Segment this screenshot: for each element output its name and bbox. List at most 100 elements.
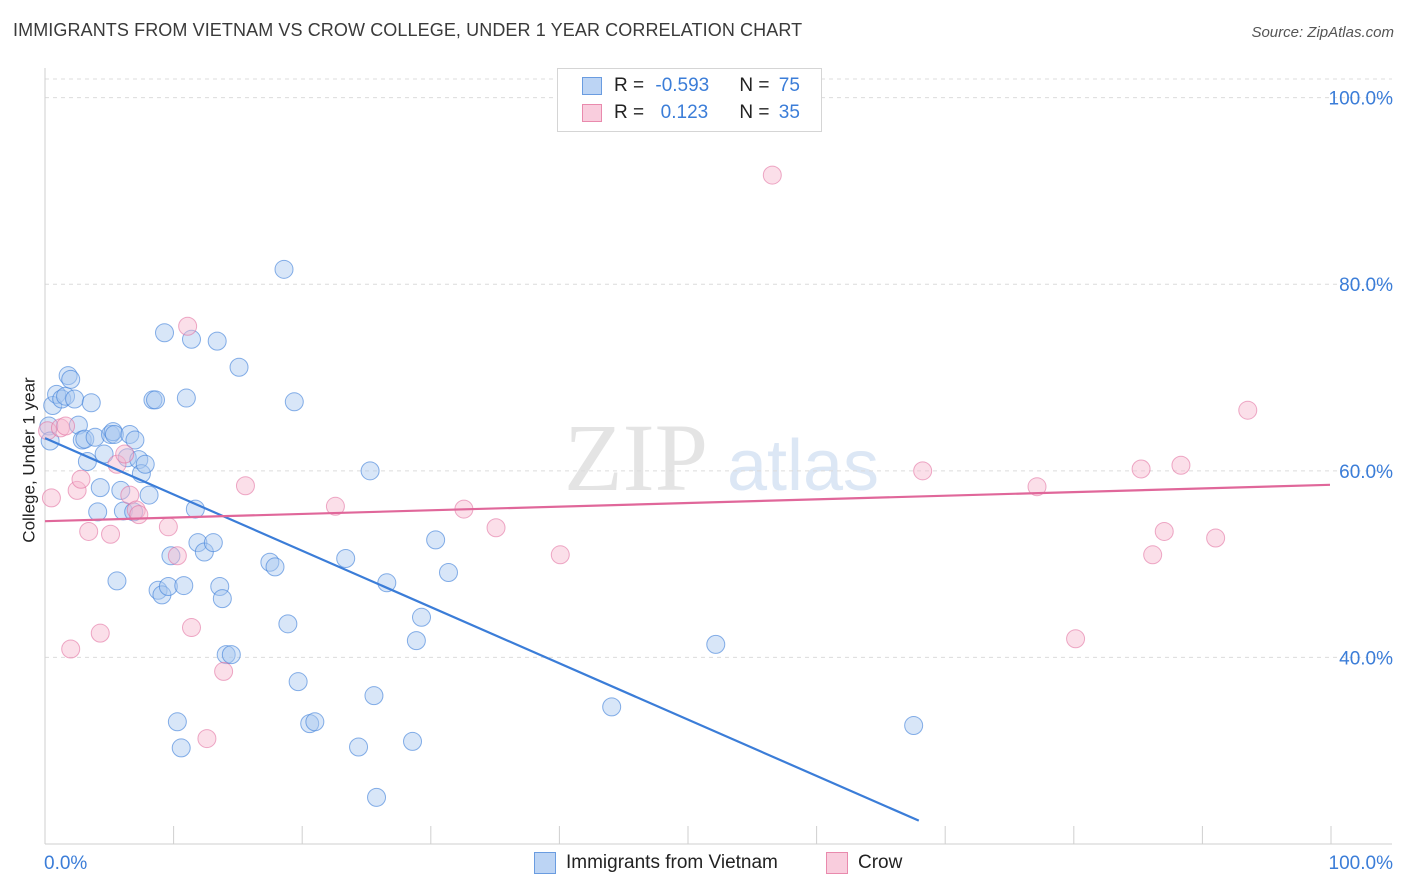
point-vietnam (229, 357, 249, 377)
point-vietnam (61, 369, 81, 389)
point-vietnam (155, 323, 175, 343)
point-vietnam (265, 557, 285, 577)
point-crow (67, 480, 87, 500)
legend-r-label-2: R = (614, 102, 650, 123)
point-crow (178, 316, 198, 336)
point-crow (486, 518, 506, 538)
point-vietnam (602, 697, 622, 717)
legend-r-label-1: R = (614, 75, 650, 96)
legend-swatch-pink (582, 104, 602, 122)
point-vietnam (203, 533, 223, 553)
legend-n-value-2: 35 (778, 102, 800, 123)
point-crow (181, 618, 201, 638)
point-crow (101, 524, 121, 544)
point-crow (1206, 528, 1226, 548)
y-tick-label-100: 100.0% (1329, 89, 1394, 110)
legend-row-vietnam: R = -0.593 N = 75 (582, 73, 800, 99)
point-vietnam (288, 672, 308, 692)
point-vietnam (117, 448, 137, 468)
point-vietnam (438, 563, 458, 583)
legend-row-crow: R = 0.123 N = 35 (582, 100, 800, 126)
point-vietnam (104, 424, 124, 444)
point-vietnam (125, 430, 145, 450)
point-crow (762, 165, 782, 185)
point-vietnam (274, 259, 294, 279)
bottom-legend-vietnam: Immigrants from Vietnam (534, 852, 778, 874)
point-crow (41, 488, 61, 508)
trendline-vietnam (44, 437, 920, 822)
point-vietnam (426, 530, 446, 550)
watermark-atlas: atlas (727, 426, 879, 506)
point-crow (325, 496, 345, 516)
point-vietnam (88, 502, 108, 522)
bottom-legend: Immigrants from Vietnam Crow (0, 852, 1406, 878)
point-crow (1131, 459, 1151, 479)
point-vietnam (135, 454, 155, 474)
legend-n-label-2: N = (739, 102, 775, 123)
point-vietnam (336, 549, 356, 569)
point-vietnam (212, 589, 232, 609)
point-vietnam (305, 712, 325, 732)
bottom-legend-label-crow: Crow (858, 852, 903, 873)
y-tick-label-80: 80.0% (1339, 275, 1393, 296)
legend-r-value-1: -0.593 (655, 75, 710, 96)
point-vietnam (81, 393, 101, 413)
point-vietnam (90, 478, 110, 498)
point-crow (115, 444, 135, 464)
watermark: ZIP atlas (564, 404, 879, 511)
y-tick-label-40: 40.0% (1339, 648, 1393, 669)
point-vietnam (158, 577, 178, 597)
bottom-legend-swatch-pink (826, 852, 848, 874)
point-vietnam (284, 392, 304, 412)
point-crow (1154, 521, 1174, 541)
point-crow (1171, 455, 1191, 475)
bottom-legend-crow: Crow (826, 852, 902, 874)
point-crow (214, 661, 234, 681)
point-crow (56, 416, 76, 436)
legend-r-value-2: 0.123 (655, 102, 709, 123)
point-crow (79, 521, 99, 541)
point-vietnam (167, 712, 187, 732)
point-vietnam (58, 366, 78, 386)
chart-title: IMMIGRANTS FROM VIETNAM VS CROW COLLEGE,… (13, 20, 803, 40)
point-vietnam (403, 731, 423, 751)
point-vietnam (111, 480, 131, 500)
point-vietnam (107, 571, 127, 591)
point-crow (129, 505, 149, 525)
x-tick-label-0: 0.0% (44, 853, 87, 874)
point-crow (913, 461, 933, 481)
point-vietnam (367, 787, 387, 807)
trendline-crow (44, 483, 1331, 523)
y-tick-label-60: 60.0% (1339, 462, 1393, 483)
x-tick-label-100: 100.0% (1329, 853, 1394, 874)
point-vietnam (176, 388, 196, 408)
point-crow (550, 545, 570, 565)
point-crow (1238, 400, 1258, 420)
point-vietnam (278, 614, 298, 634)
bottom-legend-label-vietnam: Immigrants from Vietnam (566, 852, 778, 873)
point-vietnam (65, 389, 85, 409)
legend-n-label-1: N = (739, 75, 775, 96)
point-crow (1066, 629, 1086, 649)
point-vietnam (120, 424, 140, 444)
point-vietnam (412, 607, 432, 627)
point-vietnam (377, 573, 397, 593)
point-vietnam (210, 577, 230, 597)
point-vietnam (406, 631, 426, 651)
stats-legend: R = -0.593 N = 75 R = 0.123 N = 35 (557, 68, 822, 132)
point-vietnam (349, 737, 369, 757)
point-vietnam (171, 738, 191, 758)
point-vietnam (216, 645, 236, 665)
point-vietnam (207, 331, 227, 351)
point-crow (197, 729, 217, 749)
point-vietnam (221, 645, 241, 665)
point-crow (1143, 545, 1163, 565)
point-vietnam (77, 452, 97, 471)
point-vietnam (904, 716, 924, 736)
legend-swatch-blue (582, 77, 602, 95)
point-vietnam (360, 461, 380, 481)
point-crow (158, 517, 178, 537)
bottom-legend-swatch-blue (534, 852, 556, 874)
point-vietnam (185, 499, 205, 519)
